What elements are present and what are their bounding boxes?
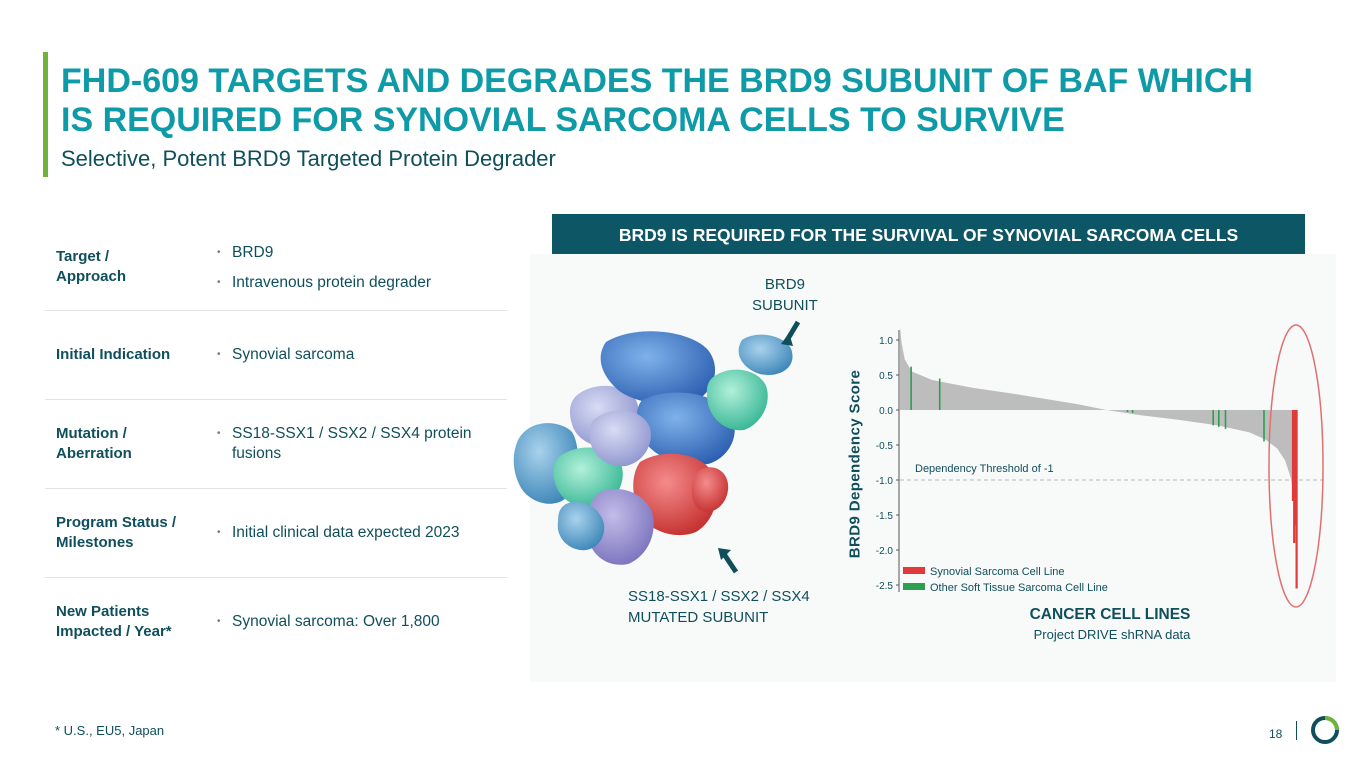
slide-subtitle: Selective, Potent BRD9 Targeted Protein … [61, 146, 556, 171]
bullet-item: Synovial sarcoma: Over 1,800 [217, 612, 507, 632]
row-label: New Patients Impacted / Year* [56, 603, 172, 640]
synovial-sarcoma-bar [1295, 410, 1298, 589]
other-sarcoma-bar [1263, 410, 1265, 442]
figure-banner: BRD9 IS REQUIRED FOR THE SURVIVAL OF SYN… [552, 214, 1305, 254]
row-values: Synovial sarcoma: Over 1,800 [217, 612, 507, 642]
row-values: SS18-SSX1 / SSX2 / SSX4 protein fusions [217, 424, 499, 474]
page-number: 18 [1269, 727, 1283, 741]
x-axis-subtitle: Project DRIVE shRNA data [1033, 627, 1191, 642]
synovial-sarcoma-bar [1294, 410, 1297, 526]
y-tick-label: 0.5 [879, 371, 893, 382]
row-values: BRD9 Intravenous protein degrader [217, 243, 507, 303]
row-label: Mutation / Aberration [56, 425, 132, 462]
y-tick-label: 0.0 [879, 406, 893, 417]
row-values: Initial clinical data expected 2023 [217, 523, 507, 553]
row-label: Initial Indication [56, 346, 171, 363]
other-sarcoma-bar [1126, 410, 1129, 413]
slide-title-line-1: FHD-609 TARGETS AND DEGRADES THE BRD9 SU… [61, 62, 1253, 100]
threshold-label: Dependency Threshold of -1 [915, 463, 1054, 475]
row-label: Target / Approach [56, 248, 127, 285]
table-row-target-approach: Target / Approach BRD9 Intravenous prote… [45, 232, 507, 311]
dependency-score-area [900, 327, 1297, 543]
other-sarcoma-bar [1224, 410, 1227, 429]
bullet-item: Synovial sarcoma [217, 345, 507, 365]
page-number-divider [1296, 721, 1297, 740]
other-sarcoma-bar [1218, 410, 1220, 427]
table-row-initial-indication: Initial Indication Synovial sarcoma [45, 311, 507, 400]
company-logo-icon [1311, 716, 1339, 744]
y-tick-label: -1.0 [876, 476, 894, 487]
bullet-item: SS18-SSX1 / SSX2 / SSX4 protein fusions [217, 424, 499, 464]
arrow-head-icon [781, 333, 793, 346]
chart-legend: Synovial Sarcoma Cell Line Other Soft Ti… [903, 566, 1108, 594]
program-info-table: Target / Approach BRD9 Intravenous prote… [45, 232, 507, 666]
other-sarcoma-bar [1131, 410, 1134, 413]
other-sarcoma-bar [1212, 410, 1214, 426]
y-tick-label: -0.5 [876, 441, 894, 452]
bullet-item: Intravenous protein degrader [217, 273, 507, 293]
mutated-subunit-label: SS18-SSX1 / SSX2 / SSX4 MUTATED SUBUNIT [628, 588, 810, 626]
table-row-new-patients: New Patients Impacted / Year* Synovial s… [45, 578, 507, 666]
row-values: Synovial sarcoma [217, 345, 507, 375]
arrow-to-mutated-subunit-icon [721, 552, 739, 574]
legend-swatch-other [903, 583, 925, 590]
y-axis-title: BRD9 Dependency Score [846, 369, 864, 559]
table-row-program-status: Program Status / Milestones Initial clin… [45, 489, 507, 578]
bullet-item: Initial clinical data expected 2023 [217, 523, 507, 543]
arrow-head-icon [718, 548, 731, 560]
legend-label-synovial: Synovial Sarcoma Cell Line [930, 566, 1065, 578]
synovial-sarcoma-bar [1293, 410, 1296, 543]
synovial-sarcoma-bar [1291, 410, 1295, 501]
other-sarcoma-bar [910, 366, 912, 410]
y-tick-label: 1.0 [879, 336, 893, 347]
legend-swatch-synovial [903, 567, 925, 574]
legend-label-other: Other Soft Tissue Sarcoma Cell Line [930, 582, 1108, 594]
y-tick-label: -2.0 [876, 546, 894, 557]
y-tick-label: -2.5 [876, 581, 894, 592]
dependency-chart: 1.0 0.5 0.0 -0.5 -1.0 -1.5 -2.0 -2.5 Dependency… [876, 324, 1325, 608]
slide-title: FHD-609 TARGETS AND DEGRADES THE BRD9 SU… [61, 62, 1321, 140]
y-tick-label: -1.5 [876, 511, 894, 522]
table-row-mutation-aberration: Mutation / Aberration SS18-SSX1 / SSX2 /… [45, 400, 507, 489]
other-sarcoma-bar [938, 378, 941, 410]
title-accent-bar [43, 52, 48, 177]
x-axis-title: CANCER CELL LINES [1029, 606, 1191, 623]
row-label: Program Status / Milestones [56, 514, 177, 551]
bullet-item: BRD9 [217, 243, 507, 263]
brd9-subunit-label: BRD9 SUBUNIT [752, 276, 818, 314]
slide-title-line-2: IS REQUIRED FOR SYNOVIAL SARCOMA CELLS T… [61, 101, 1065, 139]
protein-complex-image [513, 331, 793, 565]
synovial-sarcoma-callout-ellipse [1268, 324, 1324, 608]
footnote: * U.S., EU5, Japan [55, 723, 165, 738]
